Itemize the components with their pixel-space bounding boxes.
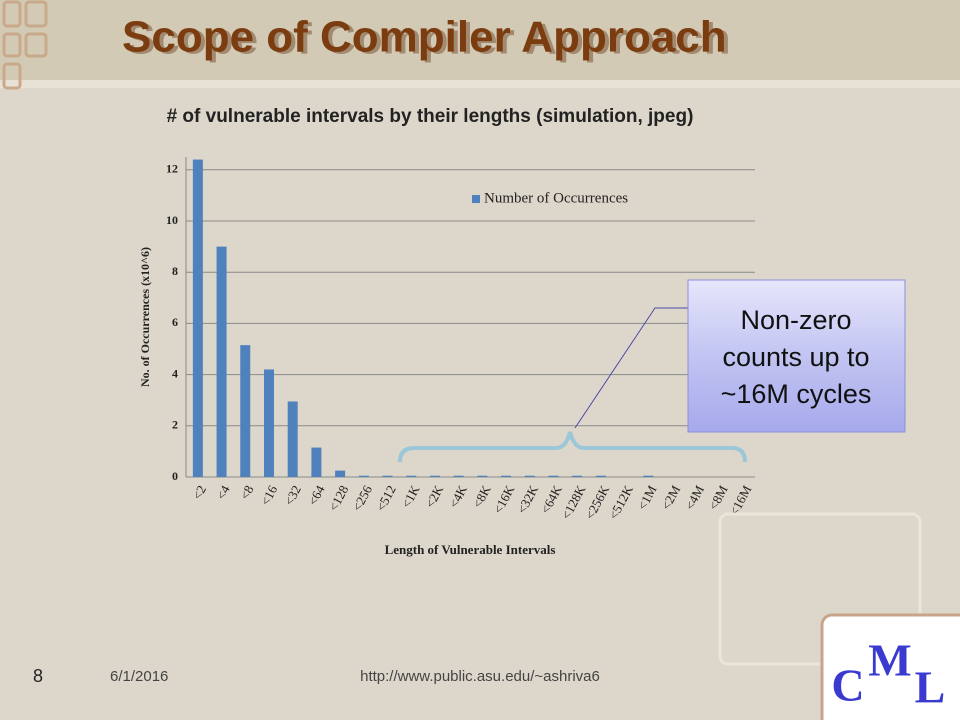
bar [524, 475, 535, 477]
bar [263, 369, 274, 477]
x-axis-title: Length of Vulnerable Intervals [385, 542, 556, 557]
page-number: 8 [33, 666, 43, 686]
url: http://www.public.asu.edu/~ashriva6 [360, 668, 600, 685]
title-rule [0, 80, 960, 88]
y-tick-label: 6 [172, 315, 178, 329]
brace [398, 431, 747, 463]
y-axis-title: No. of Occurrences (x10^6) [138, 247, 152, 387]
bar [192, 159, 203, 477]
callout-line: Non-zero [740, 305, 851, 335]
y-tick-label: 10 [166, 213, 178, 227]
logo-frame [820, 613, 960, 720]
x-tick-label: <2 [189, 483, 209, 502]
bar [311, 447, 322, 477]
bar [216, 246, 227, 477]
bar [572, 475, 583, 477]
callout-pointer [574, 307, 688, 429]
bar [406, 475, 417, 477]
legend-swatch [472, 195, 480, 203]
title-band [0, 0, 960, 80]
bar [453, 475, 464, 477]
title-shadow: Scope of Compiler Approach [126, 15, 731, 64]
y-tick-label: 4 [172, 366, 178, 380]
y-tick-label: 12 [166, 162, 178, 176]
y-tick-label: 2 [172, 418, 178, 432]
corner-decoration [2, 0, 48, 90]
y-tick-label: 0 [172, 469, 178, 483]
slide-title: Scope of Compiler Approach [122, 13, 727, 62]
callout-line: counts up to [722, 342, 869, 372]
bar [595, 475, 606, 477]
logo-letter: L [915, 662, 946, 713]
bar [477, 475, 488, 477]
bar [643, 475, 654, 477]
bar [335, 470, 346, 477]
y-tick-label: 8 [172, 264, 178, 278]
bar [287, 401, 298, 477]
bar [429, 475, 440, 477]
bar [501, 475, 512, 477]
chart-title: # of vulnerable intervals by their lengt… [167, 106, 694, 127]
frame-decoration [718, 512, 922, 666]
bar [382, 475, 393, 477]
logo-letter: C [831, 660, 864, 711]
callout-box [687, 279, 906, 433]
date: 6/1/2016 [110, 668, 168, 685]
logo-letter: M [868, 635, 911, 686]
bar [358, 475, 369, 477]
legend-label: Number of Occurrences [484, 190, 628, 206]
callout-line: ~16M cycles [721, 379, 872, 409]
x-tick-label: <8 [237, 483, 257, 502]
bar [548, 475, 559, 477]
bar [240, 345, 251, 477]
